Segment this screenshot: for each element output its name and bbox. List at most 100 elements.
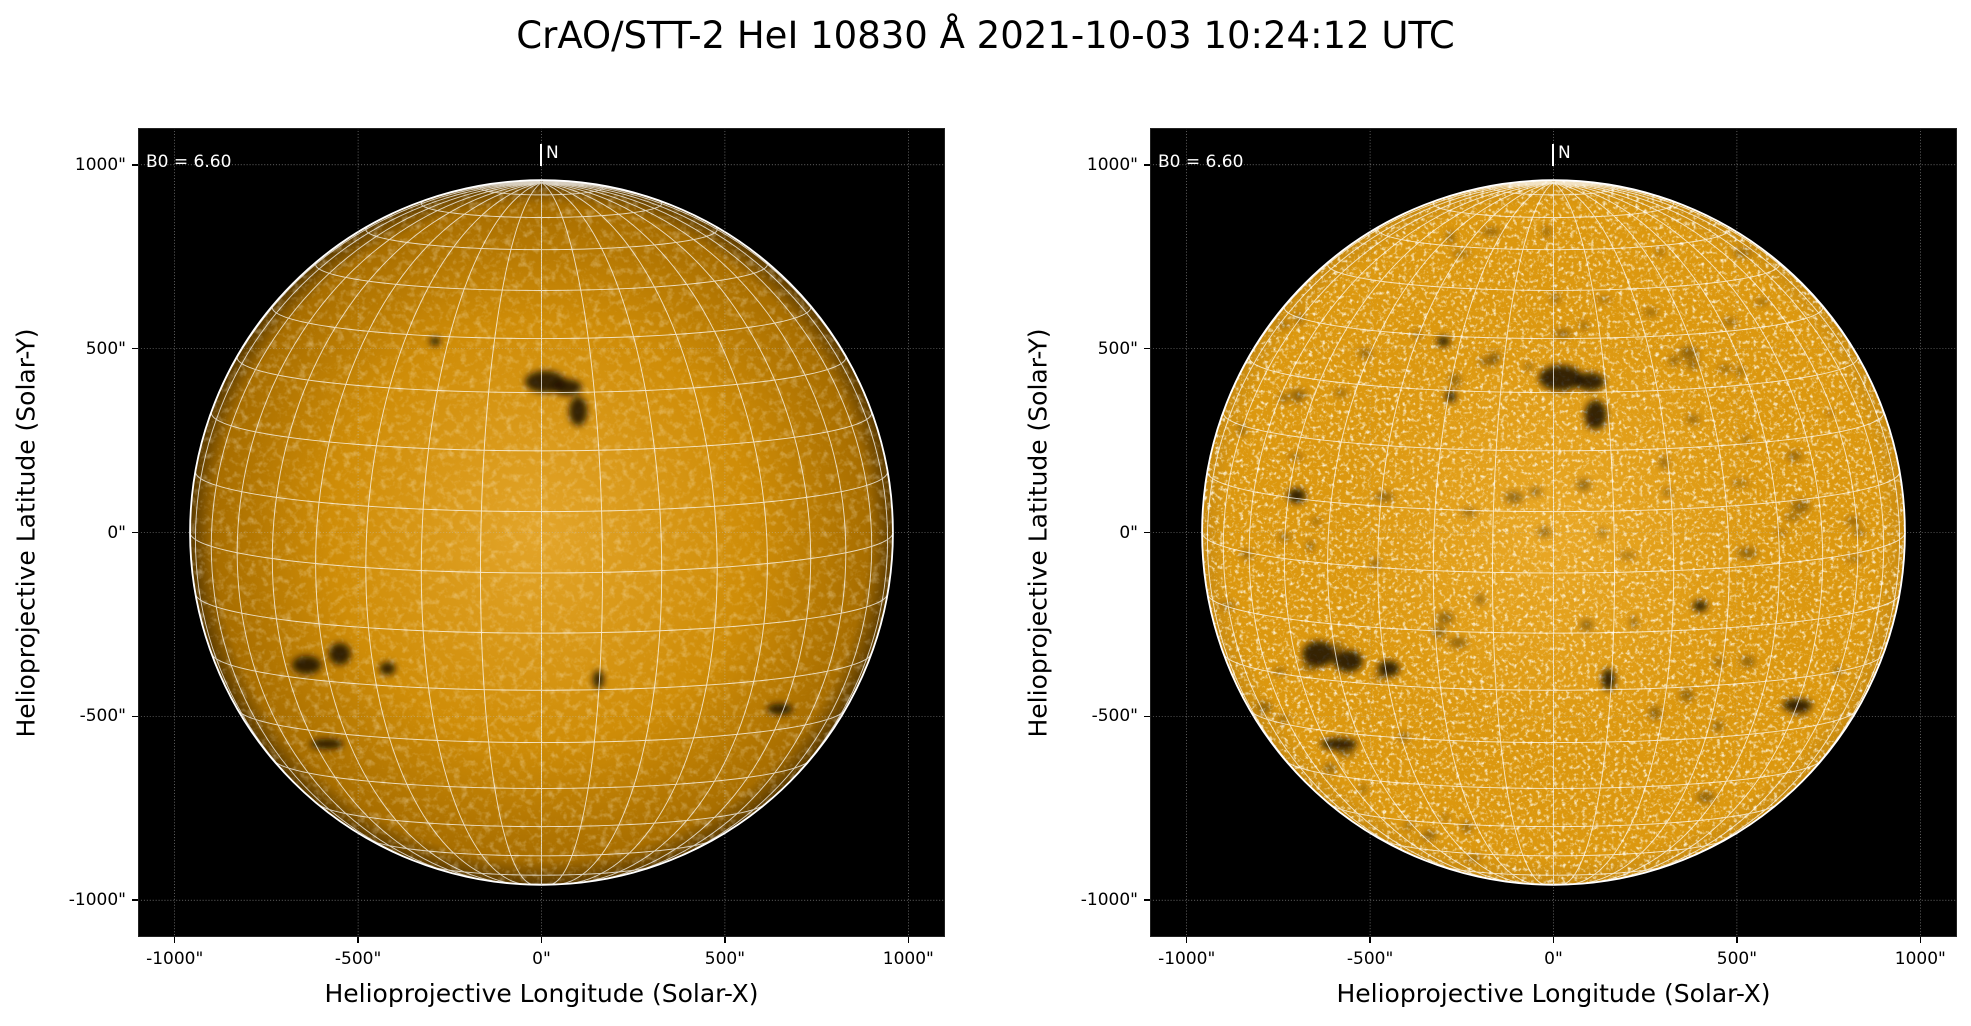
longitude-line bbox=[541, 182, 812, 881]
dark-mottle bbox=[1714, 657, 1723, 668]
longitude-line bbox=[541, 182, 718, 885]
dark-mottle bbox=[1846, 517, 1860, 526]
longitude-line bbox=[420, 182, 542, 885]
y-tick-mark bbox=[1144, 347, 1150, 350]
x-axis-label: Helioprojective Longitude (Solar-X) bbox=[1336, 979, 1771, 1008]
longitude-line bbox=[541, 182, 768, 883]
dark-feature bbox=[1333, 650, 1363, 673]
dark-mottle bbox=[1372, 674, 1388, 680]
dark-mottle bbox=[1375, 492, 1394, 502]
y-tick-label: -1000" bbox=[1080, 890, 1138, 911]
dark-mottle bbox=[1538, 527, 1551, 537]
x-tick-mark bbox=[1185, 937, 1188, 943]
dark-mottle bbox=[1791, 500, 1810, 513]
dark-mottle bbox=[1475, 593, 1485, 605]
dark-mottle bbox=[1656, 248, 1665, 256]
north-label: N bbox=[546, 143, 559, 163]
dark-feature bbox=[292, 655, 322, 675]
left-solar-map-plot bbox=[138, 128, 945, 937]
x-tick-mark bbox=[907, 937, 910, 943]
coordinate-grid bbox=[138, 128, 945, 937]
dark-mottle bbox=[1335, 389, 1348, 397]
longitude-line bbox=[210, 182, 542, 867]
dark-mottle bbox=[1584, 415, 1592, 428]
longitude-line bbox=[1553, 182, 1780, 883]
dark-mottle bbox=[1619, 552, 1637, 559]
longitude-line bbox=[1491, 182, 1554, 885]
dark-mottle bbox=[1740, 656, 1756, 667]
longitude-line bbox=[315, 182, 542, 883]
dark-mottle bbox=[1660, 456, 1669, 469]
dark-mottle bbox=[1580, 321, 1588, 331]
y-tick-label: 1000" bbox=[74, 154, 126, 175]
longitude-line bbox=[194, 182, 542, 827]
dark-mottle bbox=[1543, 226, 1551, 238]
left-solar-map-panel: B0 = 6.60 N -1000" -500" 0" 500" 1000" 1000" 5… bbox=[12, 128, 945, 1008]
right-solar-map-plot bbox=[1150, 128, 1957, 937]
right-solar-map-panel: B0 = 6.60 N -1000" -500" 0" 500" 1000" 1000" 5… bbox=[1024, 128, 1957, 1008]
dark-feature bbox=[1377, 660, 1400, 677]
dark-feature bbox=[379, 661, 396, 676]
y-tick-mark bbox=[1144, 531, 1150, 534]
dark-mottle bbox=[1336, 745, 1355, 757]
y-tick-mark bbox=[132, 347, 138, 350]
dark-mottle bbox=[1663, 487, 1671, 497]
dark-mottle bbox=[1686, 360, 1700, 369]
dark-mottle bbox=[1742, 435, 1750, 444]
coordinate-grid bbox=[1150, 128, 1957, 937]
figure-title: CrAO/STT-2 HeI 10830 Å 2021-10-03 10:24:… bbox=[516, 14, 1455, 57]
y-tick-label: -500" bbox=[79, 706, 126, 727]
x-tick-mark bbox=[1919, 937, 1922, 943]
x-tick-label: 0" bbox=[532, 949, 551, 969]
dark-mottle bbox=[1736, 366, 1744, 377]
longitude-line bbox=[1553, 182, 1730, 885]
dark-mottle bbox=[1580, 619, 1594, 631]
dark-feature bbox=[1692, 600, 1708, 612]
dark-mottle bbox=[1432, 625, 1446, 639]
dark-mottle bbox=[1446, 231, 1455, 244]
longitude-line bbox=[365, 182, 542, 885]
longitude-line bbox=[1553, 182, 1901, 827]
dark-mottle bbox=[1712, 721, 1724, 732]
longitude-line bbox=[1432, 182, 1554, 885]
y-tick-label: -1000" bbox=[68, 890, 126, 911]
dark-mottle bbox=[1787, 451, 1802, 461]
longitude-line bbox=[236, 182, 542, 878]
y-tick-label: 500" bbox=[85, 338, 126, 359]
x-tick-label: -500" bbox=[334, 949, 382, 969]
longitude-line bbox=[1222, 182, 1554, 867]
x-tick-mark bbox=[540, 937, 543, 943]
dark-mottle bbox=[1398, 732, 1410, 742]
dark-mottle bbox=[1257, 702, 1272, 714]
dark-mottle bbox=[1358, 348, 1372, 358]
dark-feature bbox=[592, 670, 604, 689]
longitude-line bbox=[541, 182, 604, 885]
dark-mottle bbox=[1448, 637, 1467, 648]
longitude-line bbox=[541, 182, 847, 878]
dark-mottle bbox=[1846, 556, 1863, 562]
dark-mottle bbox=[1489, 351, 1501, 364]
dark-feature bbox=[569, 396, 588, 426]
y-tick-mark bbox=[1144, 715, 1150, 718]
dark-mottle bbox=[1404, 822, 1414, 829]
x-tick-mark bbox=[1369, 937, 1371, 943]
dark-mottle bbox=[1311, 518, 1321, 525]
solar-disk-group bbox=[1202, 180, 1905, 885]
longitude-line bbox=[541, 182, 663, 885]
y-tick-mark bbox=[132, 715, 138, 718]
dark-mottle bbox=[1723, 318, 1736, 326]
dark-feature bbox=[1287, 488, 1306, 504]
x-tick-label: 0" bbox=[1544, 949, 1563, 969]
dark-mottle bbox=[1523, 363, 1534, 370]
dark-mottle bbox=[1577, 478, 1591, 492]
dark-feature bbox=[328, 642, 351, 665]
dark-feature bbox=[1436, 336, 1451, 347]
y-tick-mark bbox=[132, 899, 138, 901]
dark-mottle bbox=[1680, 689, 1694, 702]
dark-mottle bbox=[1219, 602, 1236, 608]
dark-feature bbox=[1302, 640, 1336, 667]
dark-mottle bbox=[1529, 487, 1542, 496]
x-tick-label: 1000" bbox=[1894, 949, 1946, 969]
longitude-line bbox=[1248, 182, 1554, 878]
dark-mottle bbox=[1649, 706, 1662, 720]
